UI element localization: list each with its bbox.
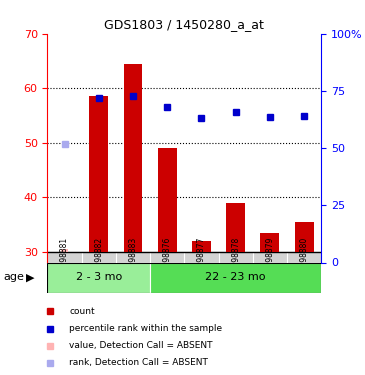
Text: rank, Detection Call = ABSENT: rank, Detection Call = ABSENT bbox=[69, 358, 208, 368]
Bar bbox=[158, 148, 177, 252]
Text: GSM98882: GSM98882 bbox=[94, 237, 103, 278]
Text: GSM98880: GSM98880 bbox=[300, 236, 308, 278]
Bar bbox=[287, 252, 321, 262]
Bar bbox=[61, 249, 68, 252]
Text: GSM98879: GSM98879 bbox=[265, 236, 274, 278]
Bar bbox=[261, 232, 279, 252]
Bar bbox=[116, 252, 150, 262]
Bar bbox=[253, 252, 287, 262]
Text: 2 - 3 mo: 2 - 3 mo bbox=[76, 273, 122, 282]
Text: GSM98878: GSM98878 bbox=[231, 236, 240, 278]
Text: age: age bbox=[4, 273, 24, 282]
Text: GSM98881: GSM98881 bbox=[60, 237, 69, 278]
Text: 22 - 23 mo: 22 - 23 mo bbox=[205, 273, 266, 282]
Text: GSM98877: GSM98877 bbox=[197, 236, 206, 278]
Bar bbox=[192, 241, 211, 252]
Bar bbox=[184, 252, 219, 262]
Bar bbox=[226, 202, 245, 252]
Text: GSM98876: GSM98876 bbox=[163, 236, 172, 278]
Text: GSM98883: GSM98883 bbox=[128, 236, 138, 278]
Bar bbox=[150, 262, 321, 292]
Bar bbox=[219, 252, 253, 262]
Text: count: count bbox=[69, 307, 95, 316]
Text: percentile rank within the sample: percentile rank within the sample bbox=[69, 324, 223, 333]
Bar bbox=[295, 222, 314, 252]
Bar bbox=[82, 252, 116, 262]
Title: GDS1803 / 1450280_a_at: GDS1803 / 1450280_a_at bbox=[104, 18, 264, 31]
Text: ▶: ▶ bbox=[26, 273, 34, 282]
Bar bbox=[89, 96, 108, 252]
Bar bbox=[124, 64, 142, 252]
Bar bbox=[47, 262, 150, 292]
Bar bbox=[47, 252, 82, 262]
Bar bbox=[150, 252, 184, 262]
Text: value, Detection Call = ABSENT: value, Detection Call = ABSENT bbox=[69, 341, 213, 350]
